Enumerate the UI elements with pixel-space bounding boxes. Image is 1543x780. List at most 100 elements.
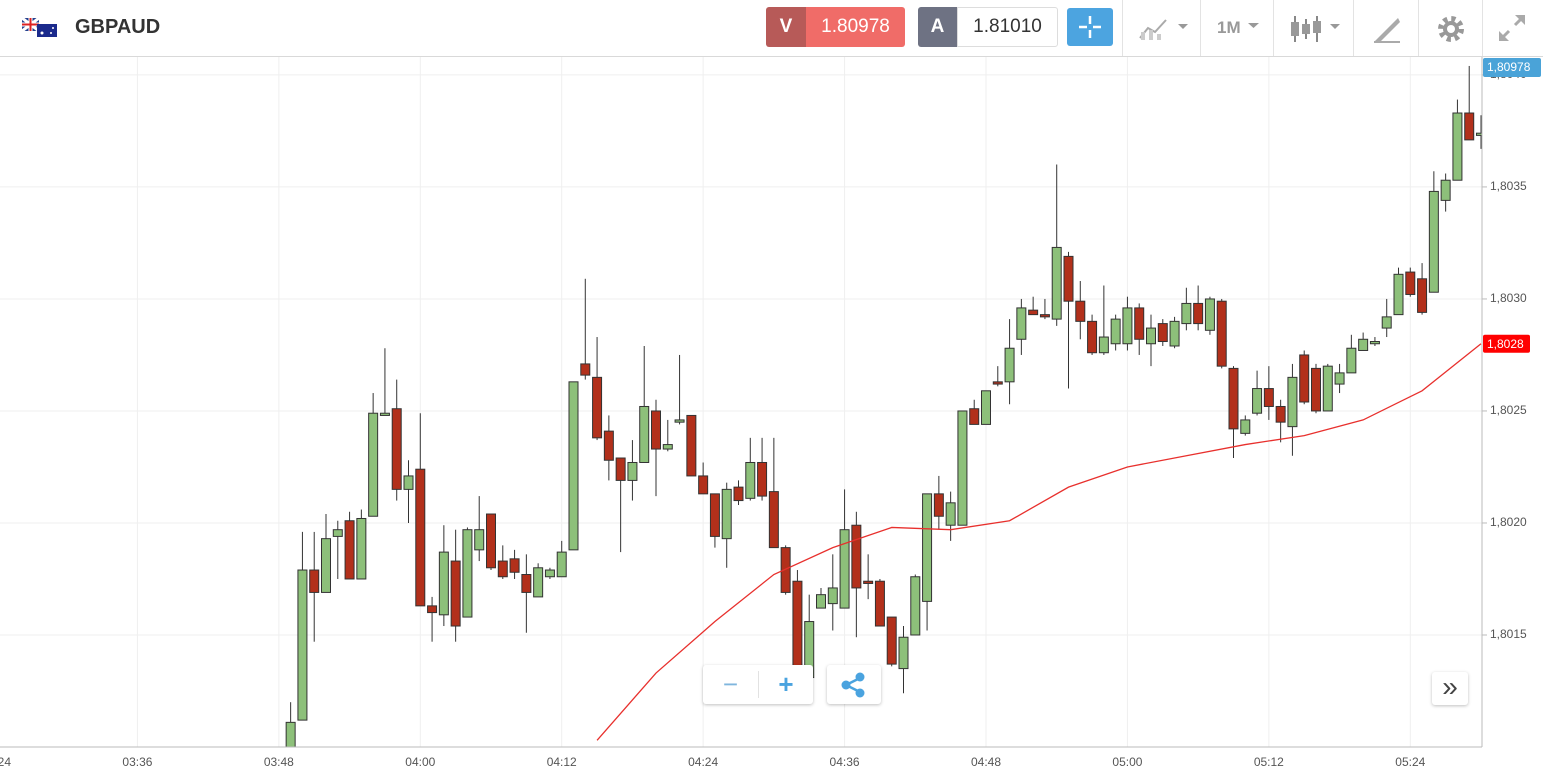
candle-body bbox=[1193, 302, 1204, 325]
x-tick-label: 05:00 bbox=[1112, 755, 1142, 769]
candle-body bbox=[603, 430, 614, 461]
candle-body bbox=[368, 412, 379, 517]
candle-body bbox=[1275, 405, 1286, 423]
candle-body bbox=[427, 605, 438, 614]
candle-body bbox=[1311, 367, 1321, 412]
candle-body bbox=[391, 408, 402, 490]
candle-body bbox=[698, 475, 709, 495]
candle-body bbox=[486, 513, 496, 569]
candle-body bbox=[1063, 255, 1074, 302]
candle-body bbox=[1216, 300, 1227, 367]
draw-button[interactable] bbox=[1372, 14, 1402, 44]
candle-body bbox=[651, 410, 661, 450]
candle-body bbox=[403, 475, 414, 490]
candle-body bbox=[721, 488, 732, 540]
sell-label[interactable]: V bbox=[766, 7, 806, 47]
y-tick-label: 1,8025 bbox=[1490, 403, 1527, 417]
candle-body bbox=[1393, 273, 1404, 316]
candle-body bbox=[733, 486, 744, 502]
candle-body bbox=[533, 567, 544, 598]
y-tick-label: 1,8035 bbox=[1490, 179, 1527, 193]
candle-body bbox=[450, 560, 461, 627]
timeframe[interactable]: 1M bbox=[1217, 18, 1241, 37]
candle-body bbox=[816, 594, 826, 609]
zoom-out[interactable]: − bbox=[722, 669, 739, 699]
candle-body bbox=[297, 569, 308, 721]
zoom-controls: − + bbox=[703, 665, 813, 704]
candle-body bbox=[674, 419, 685, 423]
candle-body bbox=[922, 493, 933, 602]
crosshair-button[interactable] bbox=[1067, 8, 1113, 46]
symbol: GBPAUD bbox=[75, 16, 161, 38]
candle-body bbox=[344, 520, 355, 580]
x-tick-label: 04:24 bbox=[688, 755, 718, 769]
x-tick-label: 03:48 bbox=[264, 755, 294, 769]
candle-body bbox=[839, 529, 850, 609]
candle-body bbox=[851, 524, 862, 589]
y-tick-label: 1,8020 bbox=[1490, 515, 1527, 529]
candle-body bbox=[745, 461, 756, 499]
candle-body bbox=[1358, 338, 1369, 351]
candle-body bbox=[1263, 388, 1274, 407]
candle-body bbox=[1440, 179, 1451, 201]
chart-type-button[interactable] bbox=[1138, 16, 1192, 42]
x-tick-label: 04:36 bbox=[830, 755, 860, 769]
candle-body bbox=[874, 580, 885, 627]
candle-body bbox=[1252, 388, 1263, 414]
candle-body bbox=[556, 551, 567, 578]
toolbar: GBPAUD V 1.80978 A 1.81010 1M bbox=[0, 0, 1543, 57]
candle-body bbox=[1157, 323, 1168, 343]
price-badge-label: 1,80978 bbox=[1487, 60, 1531, 74]
candle-body bbox=[827, 587, 838, 605]
candle-body bbox=[321, 538, 331, 593]
candle-body bbox=[1334, 372, 1345, 385]
candle-body bbox=[568, 381, 579, 551]
candle-body bbox=[1087, 320, 1098, 354]
sell-price[interactable]: 1.80978 bbox=[806, 7, 905, 47]
share-button[interactable] bbox=[827, 665, 881, 704]
candle-body bbox=[1369, 341, 1380, 345]
y-tick-label: 1,8015 bbox=[1490, 627, 1527, 641]
candle-body bbox=[1122, 307, 1133, 345]
candles-button[interactable] bbox=[1290, 14, 1346, 44]
candle-body bbox=[474, 529, 485, 551]
x-tick-label: 04:12 bbox=[547, 755, 577, 769]
candle-body bbox=[309, 569, 320, 593]
flag-icon bbox=[22, 18, 57, 37]
candle-body bbox=[497, 560, 508, 578]
settings-button[interactable] bbox=[1436, 14, 1466, 44]
candle-body bbox=[662, 444, 673, 450]
scroll-right[interactable]: » bbox=[1432, 672, 1468, 705]
zoom-in[interactable]: + bbox=[778, 669, 794, 699]
buy-label[interactable]: A bbox=[918, 7, 957, 47]
fullscreen-button[interactable] bbox=[1497, 13, 1527, 43]
x-tick-label: 05:24 bbox=[1395, 755, 1425, 769]
candle-body bbox=[1146, 327, 1156, 345]
candle-body bbox=[509, 558, 520, 573]
candle-body bbox=[792, 580, 803, 679]
candle-body bbox=[615, 457, 626, 481]
candle-body bbox=[957, 410, 968, 526]
candle-body bbox=[1004, 347, 1015, 383]
candle-body bbox=[1381, 316, 1392, 329]
candle-body bbox=[1228, 367, 1239, 430]
candle-body bbox=[863, 580, 874, 584]
candle-body bbox=[438, 551, 449, 616]
candle-body bbox=[415, 468, 426, 607]
candle-body bbox=[462, 529, 473, 618]
candle-body bbox=[521, 574, 532, 593]
candle-body bbox=[969, 408, 980, 425]
moving-average bbox=[596, 343, 1482, 741]
buy-price[interactable]: 1.81010 bbox=[957, 7, 1058, 47]
x-tick-label: 03:36 bbox=[122, 755, 152, 769]
axis-labels: 03:24 03:36 03:48 04:00 04:12 04:24 04:36 04:48… bbox=[0, 58, 1541, 769]
candle-body bbox=[992, 381, 1003, 385]
candle-body bbox=[1287, 376, 1298, 428]
candle-body bbox=[1075, 300, 1086, 322]
candle-body bbox=[780, 547, 791, 593]
candle-body bbox=[1428, 190, 1439, 293]
last-value-badge bbox=[1483, 334, 1530, 353]
plot-area bbox=[285, 65, 1482, 747]
